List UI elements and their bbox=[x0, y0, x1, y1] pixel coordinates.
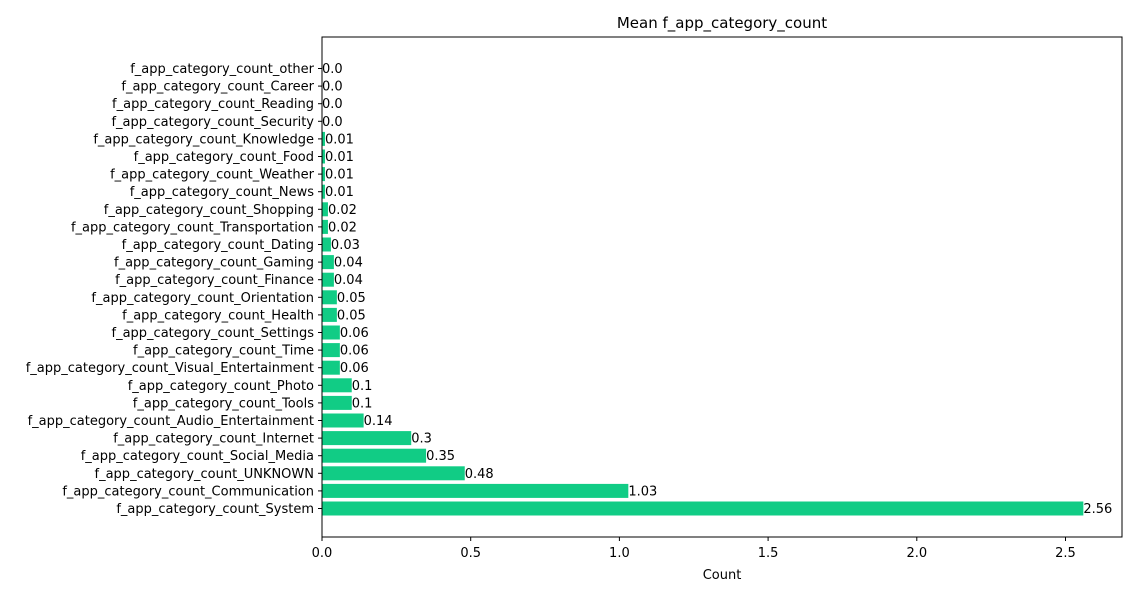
y-tick-label: f_app_category_count_Security bbox=[111, 115, 314, 130]
y-tick-label: f_app_category_count_Weather bbox=[110, 168, 315, 183]
bar-f-app-category-count-health bbox=[322, 307, 337, 322]
bar-f-app-category-count-system bbox=[322, 501, 1084, 516]
x-tick-label: 0.5 bbox=[460, 546, 481, 561]
value-label: 0.02 bbox=[328, 220, 357, 235]
x-tick-label: 2.0 bbox=[906, 546, 927, 561]
bar-f-app-category-count-internet bbox=[322, 431, 412, 446]
bar-f-app-category-count-shopping bbox=[322, 202, 328, 217]
x-tick-label: 0.0 bbox=[312, 546, 333, 561]
y-tick-label: f_app_category_count_Gaming bbox=[114, 256, 314, 271]
y-tick-label: f_app_category_count_Internet bbox=[113, 432, 314, 447]
value-label: 0.0 bbox=[322, 80, 343, 95]
bars-group bbox=[322, 131, 1084, 516]
bar-f-app-category-count-transportation bbox=[322, 219, 328, 234]
value-label: 0.0 bbox=[322, 62, 343, 77]
value-label: 0.3 bbox=[411, 432, 432, 447]
y-tick-label: f_app_category_count_Food bbox=[134, 150, 314, 165]
y-tick-label: f_app_category_count_News bbox=[130, 185, 315, 200]
value-label: 0.04 bbox=[334, 256, 363, 271]
x-tick-label: 2.5 bbox=[1055, 546, 1076, 561]
y-tick-label: f_app_category_count_other bbox=[130, 62, 314, 77]
y-tick-label: f_app_category_count_Dating bbox=[122, 238, 314, 253]
y-tick-label: f_app_category_count_Finance bbox=[115, 273, 314, 288]
y-axis-ticks: f_app_category_count_System f_app_categor… bbox=[26, 62, 322, 517]
value-label: 0.35 bbox=[426, 449, 455, 464]
bar-f-app-category-count-unknown bbox=[322, 466, 465, 481]
value-label: 0.06 bbox=[340, 361, 369, 376]
value-label: 0.05 bbox=[337, 308, 366, 323]
y-tick-label: f_app_category_count_Communication bbox=[62, 484, 314, 499]
value-label: 0.1 bbox=[352, 396, 373, 411]
bar-f-app-category-count-time bbox=[322, 343, 340, 358]
value-label: 0.01 bbox=[325, 132, 354, 147]
y-tick-label: f_app_category_count_Photo bbox=[128, 379, 314, 394]
x-axis-label: Count bbox=[703, 568, 742, 583]
value-label: 0.03 bbox=[331, 238, 360, 253]
bar-f-app-category-count-food bbox=[322, 149, 325, 164]
y-tick-label: f_app_category_count_Health bbox=[122, 308, 314, 323]
x-tick-label: 1.0 bbox=[609, 546, 630, 561]
value-label: 0.02 bbox=[328, 203, 357, 218]
bar-f-app-category-count-visual-entertainment bbox=[322, 360, 340, 375]
value-label: 0.0 bbox=[322, 115, 343, 130]
bar-f-app-category-count-tools bbox=[322, 395, 352, 410]
y-tick-label: f_app_category_count_Time bbox=[133, 344, 314, 359]
value-label: 2.56 bbox=[1083, 502, 1112, 517]
bar-f-app-category-count-knowledge bbox=[322, 131, 325, 146]
bar-f-app-category-count-news bbox=[322, 184, 325, 199]
value-label: 0.06 bbox=[340, 326, 369, 341]
y-tick-label: f_app_category_count_Transportation bbox=[71, 220, 314, 235]
bar-f-app-category-count-photo bbox=[322, 378, 352, 393]
y-tick-label: f_app_category_count_Tools bbox=[133, 396, 314, 411]
bar-f-app-category-count-weather bbox=[322, 167, 325, 182]
value-label: 1.03 bbox=[628, 484, 657, 499]
y-tick-label: f_app_category_count_Social_Media bbox=[81, 449, 314, 464]
y-tick-label: f_app_category_count_UNKNOWN bbox=[95, 467, 314, 482]
bar-f-app-category-count-finance bbox=[322, 272, 334, 287]
value-label: 0.01 bbox=[325, 150, 354, 165]
chart-title: Mean f_app_category_count bbox=[617, 14, 827, 33]
value-label: 0.14 bbox=[364, 414, 393, 429]
bar-f-app-category-count-settings bbox=[322, 325, 340, 340]
bar-f-app-category-count-audio-entertainment bbox=[322, 413, 364, 428]
x-axis-ticks: 0.0 0.5 1.0 1.5 2.0 2.5 bbox=[312, 537, 1076, 561]
y-tick-label: f_app_category_count_Audio_Entertainment bbox=[28, 414, 314, 429]
value-label: 0.1 bbox=[352, 379, 373, 394]
value-label: 0.05 bbox=[337, 291, 366, 306]
bar-f-app-category-count-communication bbox=[322, 483, 629, 498]
bar-f-app-category-count-gaming bbox=[322, 255, 334, 270]
y-tick-label: f_app_category_count_Reading bbox=[112, 97, 314, 112]
y-tick-label: f_app_category_count_Knowledge bbox=[93, 132, 314, 147]
y-tick-label: f_app_category_count_System bbox=[116, 502, 314, 517]
value-labels-group: 2.56 1.03 0.48 0.35 0.3 0.14 0.1 0.1 0.06 0.06 0.0… bbox=[322, 62, 1112, 517]
bar-f-app-category-count-orientation bbox=[322, 290, 337, 305]
x-tick-label: 1.5 bbox=[758, 546, 779, 561]
y-tick-label: f_app_category_count_Visual_Entertainmen… bbox=[26, 361, 314, 376]
value-label: 0.48 bbox=[465, 467, 494, 482]
y-tick-label: f_app_category_count_Career bbox=[121, 80, 314, 95]
y-tick-label: f_app_category_count_Shopping bbox=[104, 203, 314, 218]
value-label: 0.0 bbox=[322, 97, 343, 112]
plot-frame bbox=[321, 36, 1123, 538]
value-label: 0.01 bbox=[325, 185, 354, 200]
y-tick-label: f_app_category_count_Orientation bbox=[91, 291, 314, 306]
value-label: 0.01 bbox=[325, 168, 354, 183]
value-label: 0.06 bbox=[340, 344, 369, 359]
bar-f-app-category-count-dating bbox=[322, 237, 331, 252]
value-label: 0.04 bbox=[334, 273, 363, 288]
y-tick-label: f_app_category_count_Settings bbox=[112, 326, 315, 341]
bar-f-app-category-count-social-media bbox=[322, 448, 427, 463]
